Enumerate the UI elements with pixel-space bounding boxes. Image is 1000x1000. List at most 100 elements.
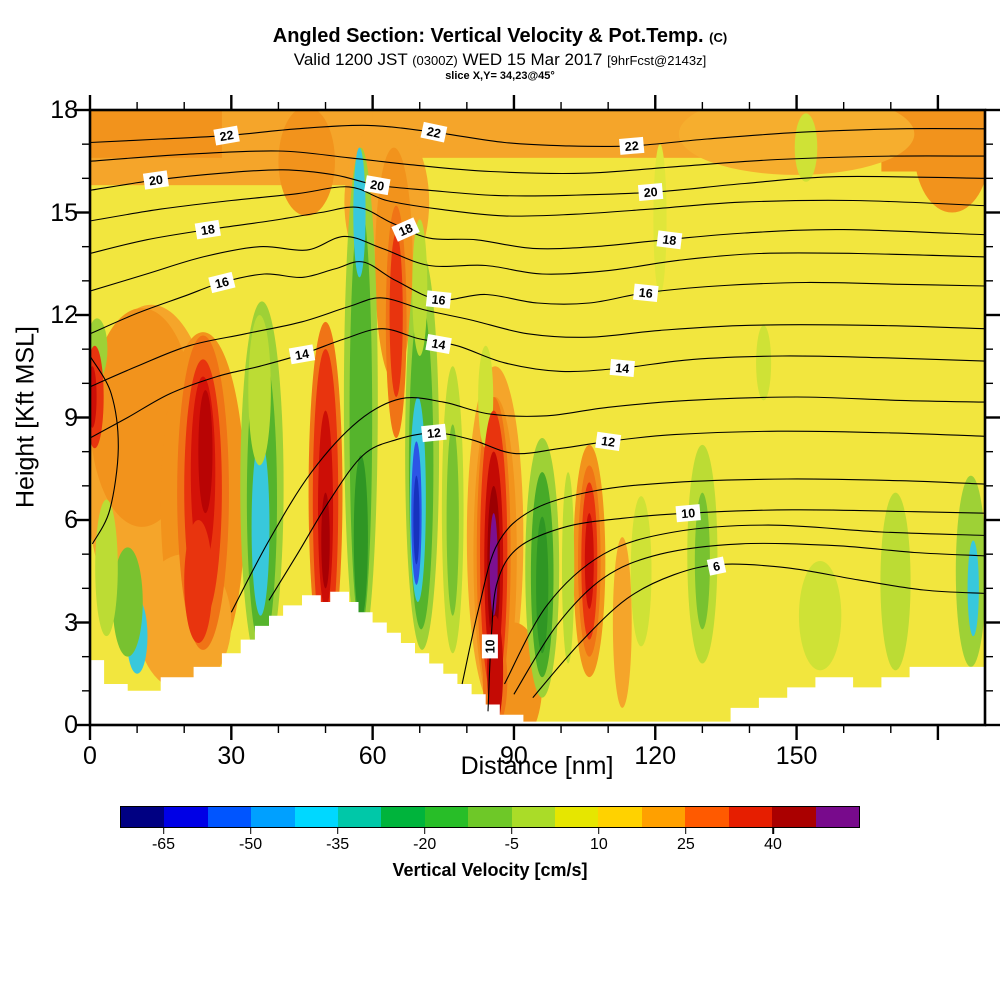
isotherm-label: 14 (425, 334, 452, 354)
velocity-blob (612, 537, 632, 708)
svg-text:12: 12 (426, 426, 441, 441)
velocity-blob (251, 437, 270, 616)
svg-text:12: 12 (600, 434, 616, 450)
slice-label: slice X,Y= 34,23@45° (445, 70, 555, 83)
isotherm-label: 22 (213, 125, 240, 146)
colorbar-segment (468, 807, 512, 827)
velocity-blob (321, 492, 330, 589)
forecast-tag: [9hrFcst@2143z] (607, 53, 707, 68)
y-tick-label: 15 (50, 198, 78, 227)
svg-text:18: 18 (200, 222, 216, 238)
colorbar-tick-value: 10 (589, 836, 608, 853)
isotherm-label: 22 (420, 121, 448, 143)
velocity-blob (278, 110, 335, 216)
velocity-blob (584, 513, 594, 609)
y-tick-label: 3 (64, 608, 78, 637)
colorbar-segment (641, 807, 686, 827)
colorbar-segment (381, 807, 425, 827)
svg-text:16: 16 (431, 292, 446, 307)
page-title: Angled Section: Vertical Velocity & Pot.… (0, 24, 1000, 49)
velocity-blob (967, 540, 979, 637)
y-tick-label: 0 (64, 711, 78, 739)
colorbar-tick-value: -20 (413, 836, 437, 853)
y-tick-label: 6 (64, 506, 78, 534)
svg-text:14: 14 (615, 361, 630, 376)
velocity-blob (536, 516, 549, 654)
colorbar-tick (772, 828, 774, 834)
colorbar-segment (728, 807, 773, 827)
y-tick-label: 12 (50, 301, 78, 329)
x-tick-label: 90 (500, 742, 528, 770)
colorbar-segment (685, 807, 729, 827)
velocity-blob (794, 113, 818, 182)
colorbar-segment (164, 807, 208, 827)
terrain-profile (90, 591, 985, 725)
colorbar-tick-value: -50 (239, 836, 263, 853)
colorbar-tick-value: -5 (504, 836, 519, 853)
velocity-blob (184, 520, 213, 643)
valid-time: Valid 1200 JST (293, 50, 408, 69)
isotherm-line (90, 297, 985, 388)
colorbar-segment (511, 807, 556, 827)
isotherm-line (268, 430, 985, 601)
velocity-blob (248, 315, 271, 466)
velocity-field (90, 110, 985, 725)
isotherm-label: 10 (675, 504, 701, 523)
colorbar-segments (120, 806, 860, 828)
isotherm-label: 16 (208, 271, 236, 294)
velocity-band (90, 110, 222, 158)
isotherm-line (513, 542, 985, 695)
velocity-blob (112, 547, 143, 657)
isotherm-label: 14 (609, 358, 635, 378)
svg-text:14: 14 (294, 347, 310, 363)
isotherm-label: 16 (633, 283, 659, 303)
colorbar-segment (815, 807, 859, 827)
isotherm-line (461, 478, 985, 685)
svg-text:20: 20 (643, 185, 658, 200)
isotherm-label: 18 (194, 219, 221, 240)
colorbar-tick (598, 828, 600, 834)
colorbar-tick (249, 828, 252, 834)
isotherm-label: 6 (706, 556, 727, 576)
isotherm-line (504, 524, 985, 685)
velocity-blob (389, 233, 403, 397)
x-tick-label: 0 (83, 742, 97, 770)
isotherm-label: 18 (391, 217, 420, 242)
colorbar-segment (338, 807, 382, 827)
velocity-blob (653, 144, 667, 295)
colorbar-tick (336, 828, 339, 834)
velocity-blob (694, 492, 710, 630)
colorbar-segment (772, 807, 816, 827)
isotherm-line (90, 150, 985, 175)
isotherm-line (90, 235, 985, 292)
velocity-blob (798, 561, 842, 671)
isotherm-label: 20 (637, 182, 664, 202)
y-tick-label: 9 (64, 403, 78, 432)
isotherm-label: 20 (142, 170, 169, 190)
isotherm-label: 22 (619, 136, 645, 155)
colorbar-tick (510, 828, 513, 834)
velocity-blob (413, 475, 420, 565)
colorbar-segment (294, 807, 339, 827)
x-tick-label: 30 (217, 742, 246, 770)
isotherm-label: 18 (656, 230, 683, 250)
valid-date: WED 15 Mar 2017 (462, 50, 603, 69)
svg-text:18: 18 (397, 221, 415, 239)
x-tick-label: 60 (358, 742, 387, 770)
colorbar-tick (162, 828, 165, 834)
svg-text:20: 20 (148, 173, 164, 189)
colorbar-tick (685, 828, 687, 834)
colorbar-title: Vertical Velocity [cm/s] (392, 860, 588, 880)
y-tick-label: 18 (50, 96, 78, 124)
x-axis-title: Distance [nm] (460, 752, 614, 780)
isotherm-line (90, 206, 985, 255)
cross-section-plot: 6 10 10 12 12 14 14 14 16 16 16 18 18 18 20 20 20 22 22 22 (75, 95, 1000, 740)
colorbar-tick-labels: -65 -50 -35 -20 -5 10 25 40 (120, 828, 860, 858)
svg-text:20: 20 (369, 178, 385, 194)
colorbar-segment (207, 807, 252, 827)
velocity-blob (446, 424, 459, 616)
isotherm-label: 12 (421, 423, 447, 443)
colorbar-tick-value: 40 (764, 836, 782, 853)
valid-time-line: Valid 1200 JST (0300Z) WED 15 Mar 2017 [… (0, 49, 1000, 70)
